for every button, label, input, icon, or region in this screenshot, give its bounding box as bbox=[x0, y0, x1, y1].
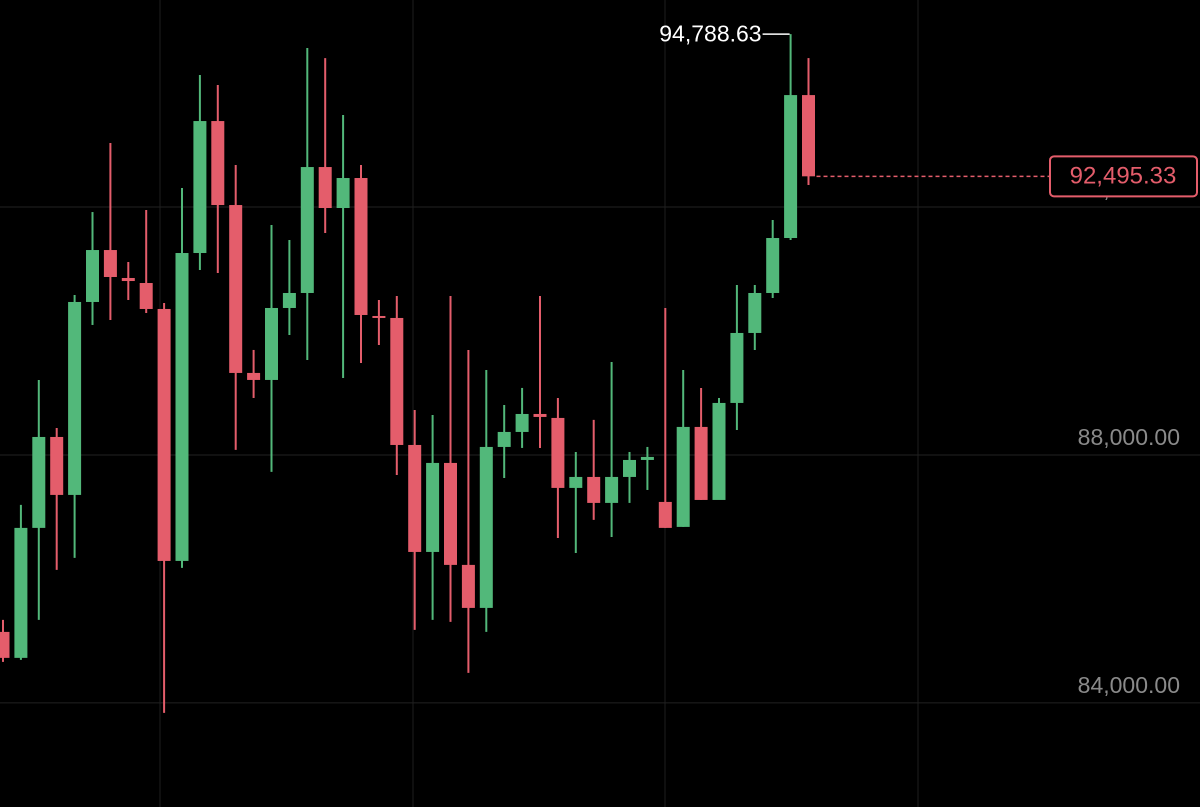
candle-body bbox=[354, 178, 368, 315]
candle-body bbox=[640, 456, 654, 460]
candle-body bbox=[784, 95, 798, 239]
candle-body bbox=[676, 426, 690, 527]
candle-body bbox=[336, 178, 350, 209]
candle-body bbox=[211, 121, 225, 206]
candle-body bbox=[68, 301, 82, 495]
candle-body bbox=[300, 167, 314, 293]
candle-body bbox=[229, 205, 243, 373]
candle-body bbox=[193, 121, 207, 254]
candle-body bbox=[551, 417, 565, 488]
candle-body bbox=[265, 307, 278, 380]
candle-body bbox=[802, 95, 815, 177]
candle-body bbox=[605, 476, 619, 503]
candle-body bbox=[569, 476, 583, 488]
candle-body bbox=[139, 283, 153, 309]
candle-body bbox=[0, 631, 10, 658]
candle-body bbox=[157, 308, 171, 561]
candle-body bbox=[247, 372, 261, 380]
candle-body bbox=[658, 501, 672, 528]
y-tick-label: 84,000.00 bbox=[1078, 672, 1180, 698]
candle-body bbox=[14, 527, 28, 658]
candle-body bbox=[444, 462, 457, 565]
candle-body bbox=[533, 413, 547, 417]
candle-body bbox=[694, 426, 708, 500]
candle-body bbox=[426, 462, 440, 552]
candle-body bbox=[461, 564, 475, 608]
candle-body bbox=[86, 250, 99, 302]
candle-body bbox=[479, 446, 493, 608]
candle-body bbox=[103, 250, 117, 277]
candle-body bbox=[623, 459, 636, 477]
candle-body bbox=[748, 292, 762, 333]
candle-body bbox=[587, 476, 601, 503]
candle-body bbox=[390, 317, 404, 445]
max-label: 94,788.63 bbox=[659, 20, 761, 46]
candle-body bbox=[50, 436, 64, 495]
last-price-tag bbox=[1049, 155, 1198, 198]
y-tick-label: 88,000.00 bbox=[1078, 424, 1180, 450]
candle-body bbox=[730, 332, 744, 403]
candle-body bbox=[766, 238, 780, 293]
candle-body bbox=[408, 444, 422, 552]
candle-body bbox=[318, 167, 332, 209]
candle-body bbox=[712, 402, 726, 500]
candle-body bbox=[175, 253, 189, 561]
candle-body bbox=[282, 292, 296, 308]
candle-body bbox=[372, 315, 386, 318]
last-price-label: 92,495.33 bbox=[1070, 163, 1177, 190]
candle-body bbox=[515, 413, 529, 432]
candle-body bbox=[497, 431, 511, 447]
candle-body bbox=[121, 277, 135, 282]
candle-body bbox=[32, 436, 46, 528]
